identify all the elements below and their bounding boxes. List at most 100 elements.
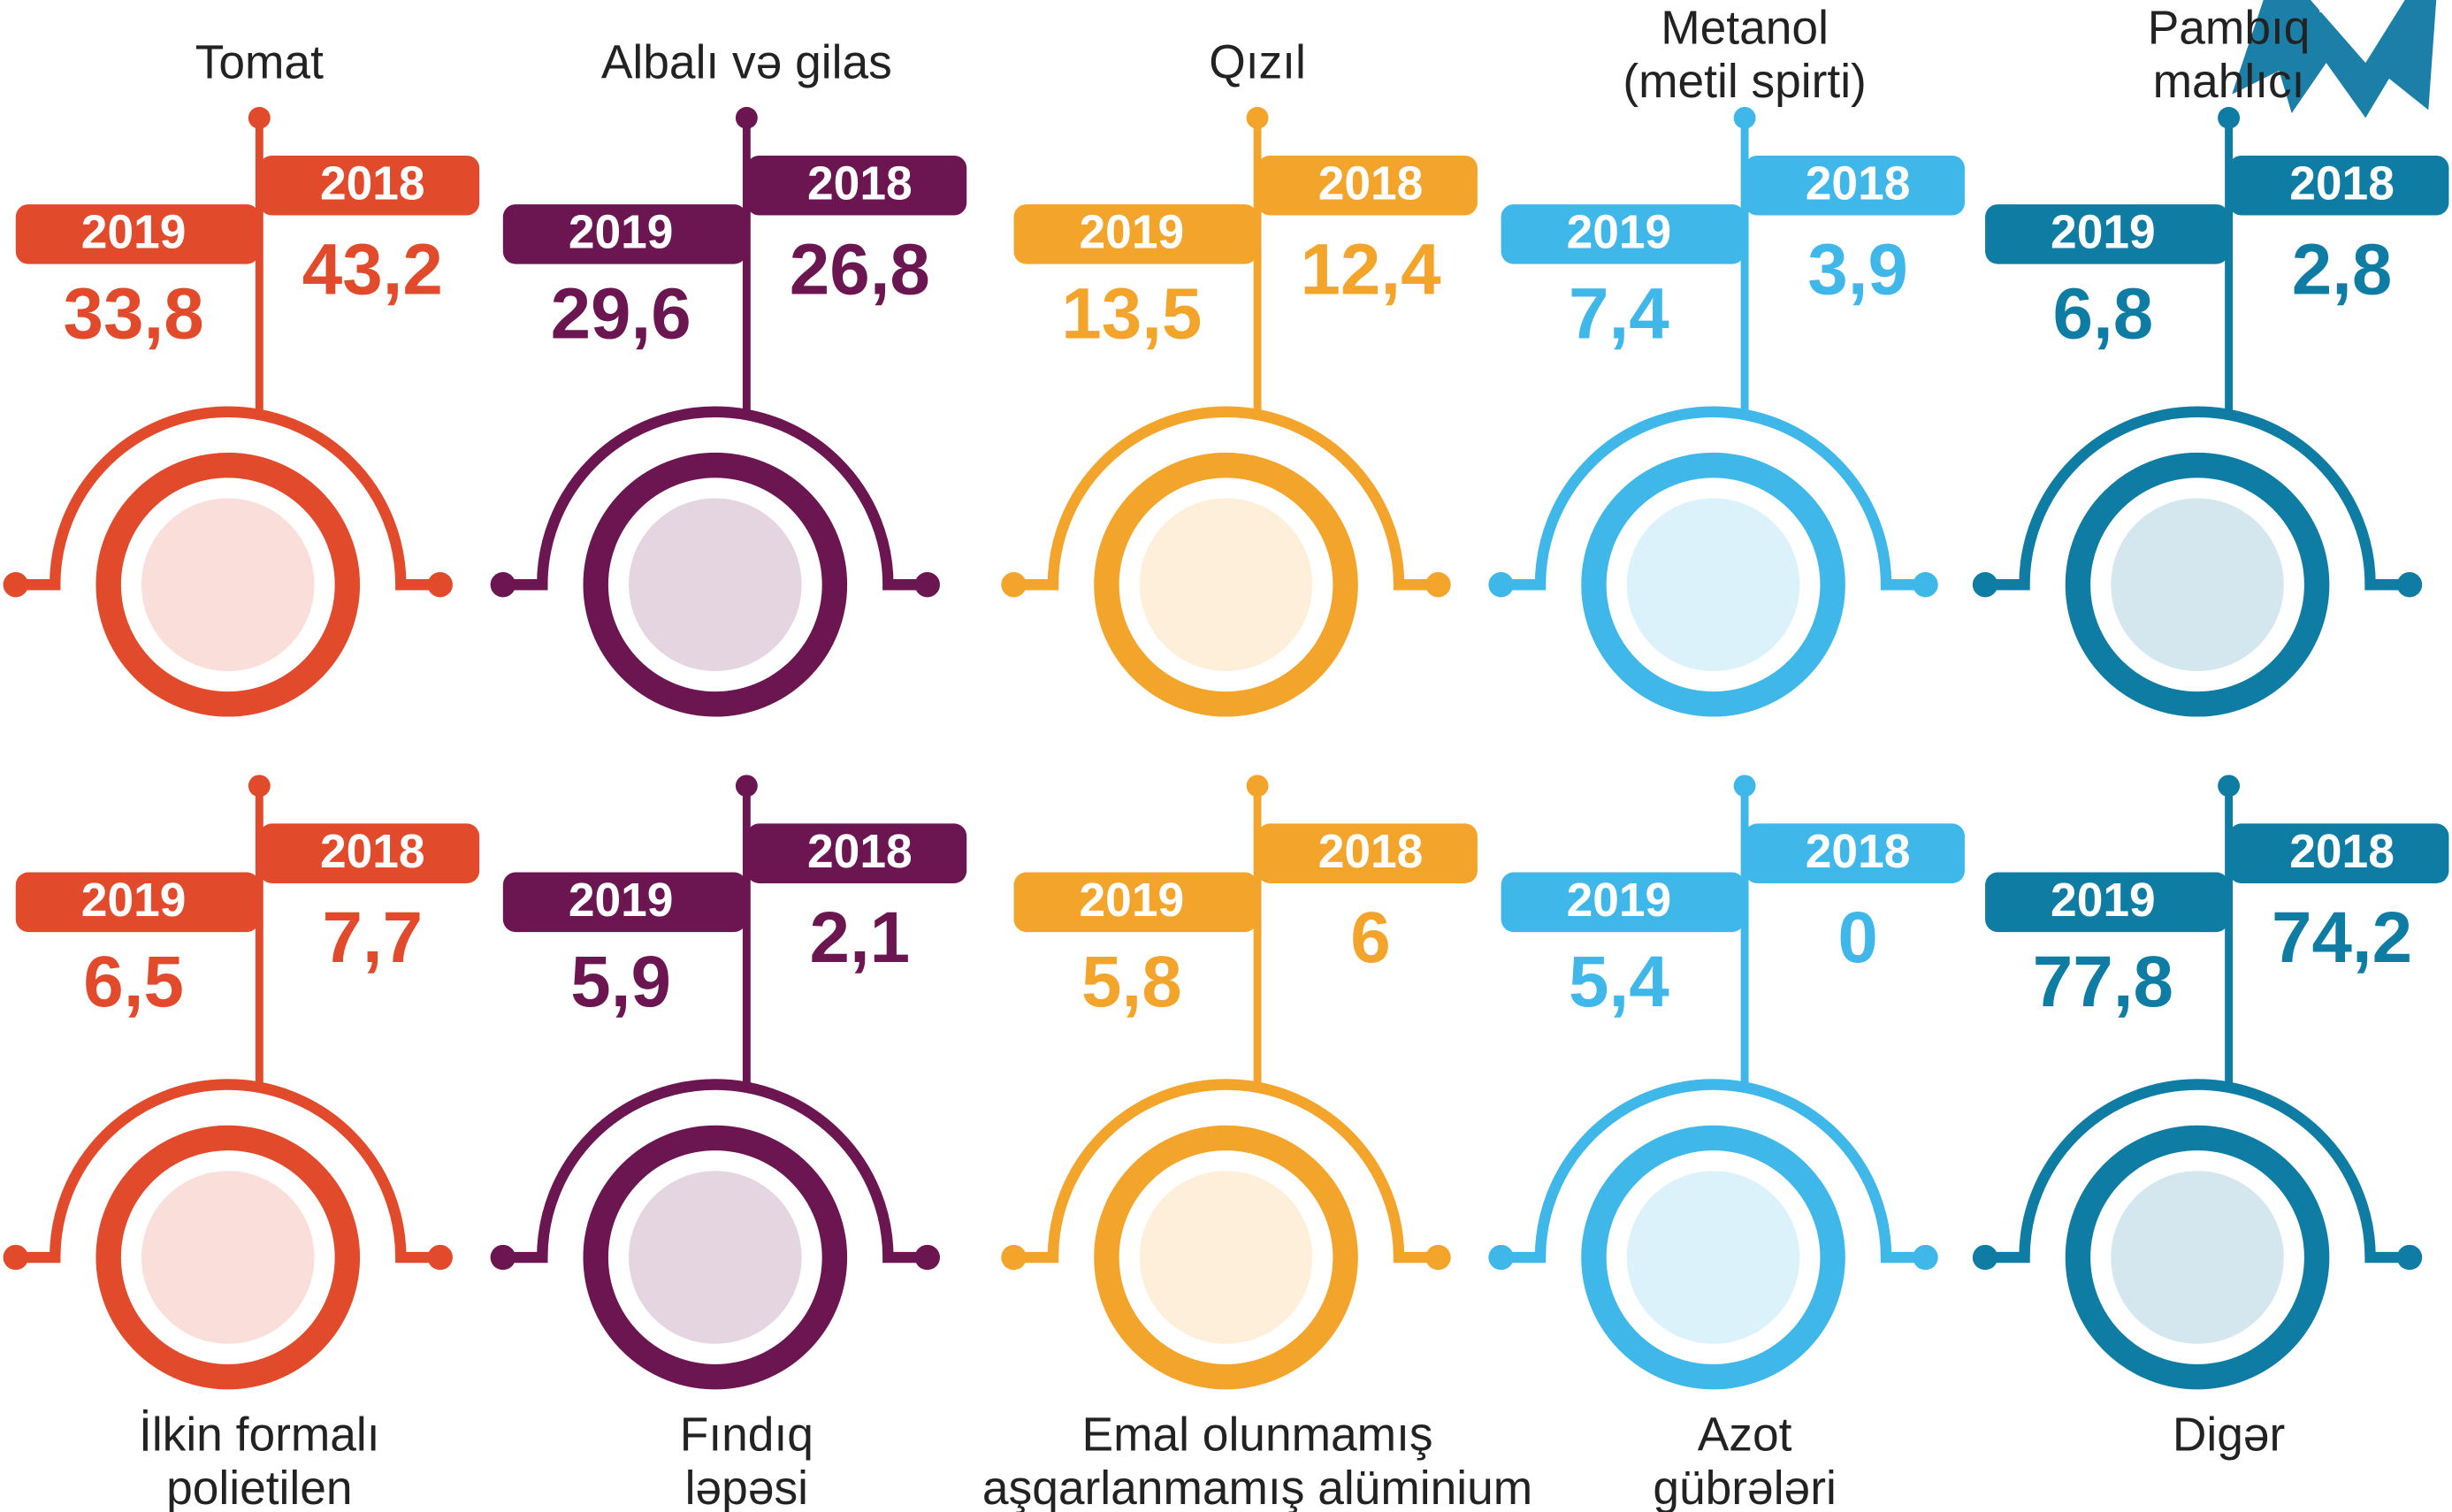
- connector-dot: [1246, 775, 1269, 798]
- value: 7,7: [322, 897, 423, 978]
- item-title: Pambıq: [2148, 3, 2311, 55]
- year-box: [2228, 823, 2449, 883]
- value: 74,2: [2272, 897, 2412, 978]
- icon: [1139, 1171, 1313, 1344]
- value: 29,6: [551, 273, 691, 354]
- value: 6: [1350, 897, 1390, 978]
- year-label: 2018: [2289, 158, 2395, 210]
- arc-dot: [1001, 1244, 1027, 1271]
- icon: [1139, 498, 1313, 672]
- year-box: [259, 823, 480, 883]
- connector-dot: [1733, 775, 1756, 798]
- year-label: 2019: [81, 874, 187, 927]
- year-box: [502, 204, 747, 264]
- arc-dot: [427, 1244, 453, 1271]
- item-title: Metanol: [1661, 3, 1829, 55]
- year-label: 2019: [569, 874, 674, 927]
- item-title: Azot: [1698, 1409, 1792, 1462]
- year-label: 2018: [1318, 826, 1424, 878]
- year-label: 2019: [2051, 207, 2156, 259]
- item-title: gübrələri: [1653, 1462, 1836, 1512]
- value: 13,5: [1061, 273, 1202, 354]
- item: 2018 2019 29,6 26,8 Albalı və gilas: [490, 37, 967, 717]
- value: 6,5: [83, 942, 184, 1022]
- arc-dot: [1425, 572, 1451, 598]
- item-title: Qızıl: [1209, 37, 1306, 89]
- item-title: Fındıq: [680, 1409, 814, 1462]
- connector-dot: [2218, 106, 2241, 129]
- item-title: (metil spirti): [1623, 56, 1866, 108]
- value: 6,8: [2053, 273, 2154, 354]
- value: 5,8: [1081, 942, 1182, 1022]
- arc-dot: [914, 572, 940, 598]
- value: 5,4: [1569, 942, 1669, 1022]
- arc: [1013, 406, 1439, 591]
- item-title: ləpəsi: [685, 1462, 808, 1512]
- value: 33,8: [64, 273, 204, 354]
- icon-ring: [1581, 452, 1845, 717]
- year-label: 2018: [807, 826, 913, 878]
- item-title: Emal olunmamış: [1082, 1409, 1433, 1462]
- icon: [629, 498, 802, 672]
- year-label: 2019: [569, 207, 674, 259]
- connector-dot: [248, 106, 271, 129]
- value: 7,4: [1569, 273, 1669, 354]
- year-box: [1985, 204, 2229, 264]
- arc-dot: [1913, 1244, 1938, 1271]
- value: 3,9: [1807, 230, 1908, 310]
- value: 0: [1837, 897, 1877, 978]
- icon-ring: [583, 452, 848, 717]
- arc: [1985, 406, 2410, 591]
- arc-dot: [914, 1244, 940, 1271]
- arc-dot: [3, 1244, 29, 1271]
- value: 2,8: [2292, 230, 2393, 310]
- connector-dot: [1733, 106, 1756, 129]
- arc-dot: [1972, 1244, 1998, 1271]
- year-box: [1985, 872, 2229, 933]
- icon: [2111, 1171, 2284, 1344]
- year-label: 2018: [1806, 158, 1911, 210]
- year-box: [1501, 204, 1745, 264]
- badge: İYUL: [2232, 0, 2437, 118]
- year-label: 2019: [1567, 207, 1672, 259]
- value: 43,2: [302, 230, 443, 310]
- connector-dot: [248, 775, 271, 798]
- arc-dot: [1425, 1244, 1451, 1271]
- year-box: [1257, 155, 1478, 216]
- arc: [502, 406, 928, 591]
- year-label: 2018: [1806, 826, 1911, 878]
- value: 2,1: [810, 897, 911, 978]
- arc-dot: [1972, 572, 1998, 598]
- arc-dot: [1488, 572, 1514, 598]
- icon-ring: [2065, 452, 2330, 717]
- year-label: 2019: [1080, 874, 1185, 927]
- arc: [1013, 1079, 1439, 1264]
- value: 5,9: [570, 942, 671, 1022]
- connector-dot: [735, 775, 758, 798]
- arc: [1985, 1079, 2410, 1264]
- icon: [1626, 498, 1800, 672]
- year-box: [259, 155, 480, 216]
- arc-dot: [1488, 1244, 1514, 1271]
- item: 2018 2019 13,5 12,4 Qızıl: [1001, 37, 1478, 717]
- year-box: [1745, 823, 1965, 883]
- item: 2018 2019 77,8 74,2 Digər: [1972, 775, 2449, 1462]
- item-title: Tomat: [195, 37, 324, 89]
- item-title: mahlıcı: [2153, 56, 2305, 108]
- year-box: [746, 823, 967, 883]
- item: 2018 2019 5,8 6 Emal olunmamışaşqarlanmamış …: [982, 775, 1532, 1512]
- value: 26,8: [790, 230, 930, 310]
- item-title: Albalı və gilas: [601, 37, 892, 89]
- value: 12,4: [1300, 230, 1441, 310]
- year-box: [1501, 872, 1745, 933]
- year-label: 2018: [320, 158, 425, 210]
- icon-ring: [1094, 452, 1358, 717]
- arc: [15, 1079, 440, 1264]
- year-box: [15, 204, 260, 264]
- icon-ring: [1581, 1125, 1845, 1390]
